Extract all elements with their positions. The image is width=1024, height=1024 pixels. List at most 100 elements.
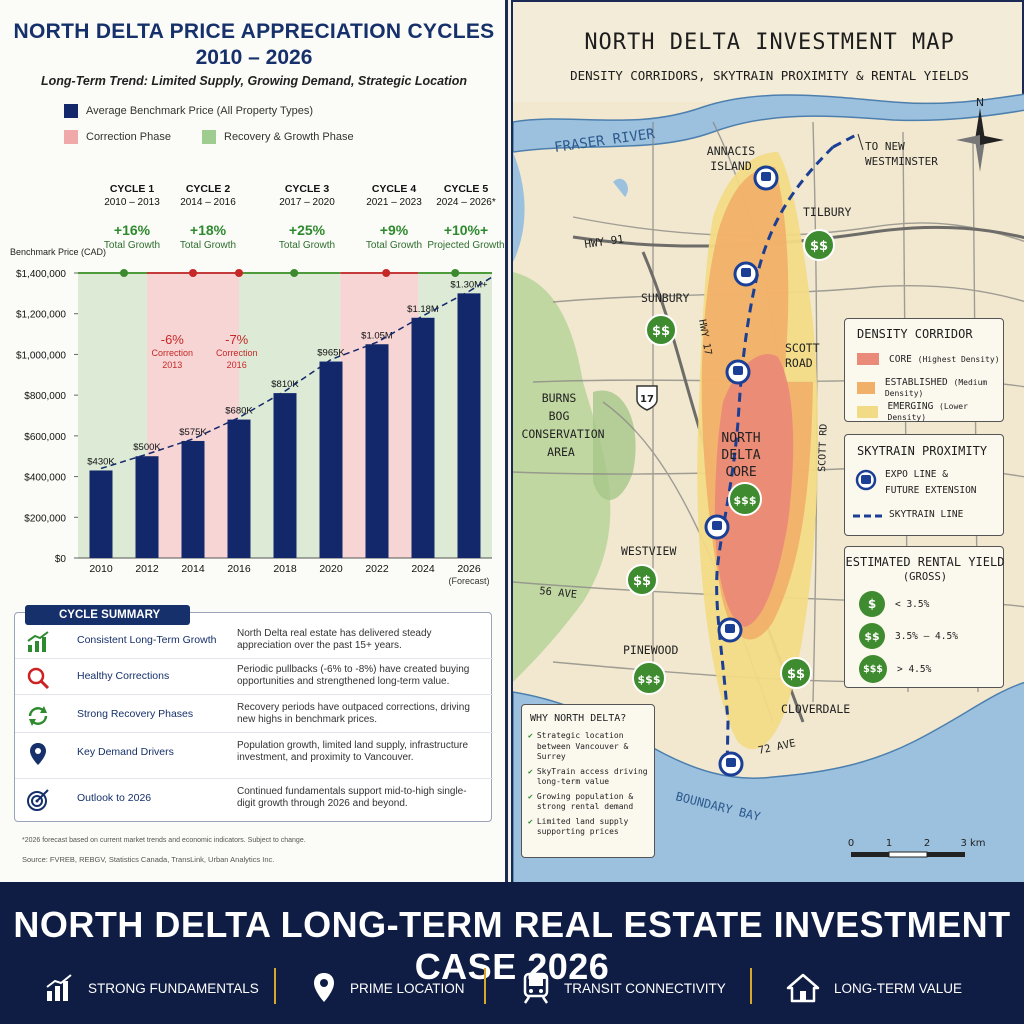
hwy-91 [572,225,1024,248]
skytrain-line [715,145,835,773]
yield-item-high: $$$ > 4.5% [859,655,931,683]
x-tick-label: 2020 [319,563,343,575]
map-subtitle: DENSITY CORRIDORS, SKYTRAIN PROXIMITY & … [570,68,969,83]
x-tick-label: 2026 [457,563,481,575]
skytrain-north-extension [832,132,859,149]
y-tick-label: $1,000,000 [16,350,66,361]
pond [613,178,628,197]
summary-desc: North Delta real estate has delivered st… [237,628,432,651]
cycle-range: 2010 – 2013 [104,197,160,208]
train-icon [523,972,549,1004]
legend-avg: Average Benchmark Price (All Property Ty… [64,104,313,118]
correction-label: Correction [152,348,194,358]
target-icon [27,789,49,811]
summary-row: Consistent Long-Term Growth North Delta … [15,623,493,659]
burns-bog-area [513,272,611,682]
why-north-delta: WHY NORTH DELTA? ✔ Strategic location bet… [521,704,655,858]
house-icon [786,973,820,1003]
check-icon: ✔ [528,766,533,776]
cycle-range: 2014 – 2016 [180,197,236,208]
correction-pct: -6% [161,332,185,347]
magnifier-icon [27,667,50,690]
phase-marker-dot [120,269,128,277]
summary-title: CYCLE SUMMARY [25,605,191,625]
yield-badge [728,482,762,516]
scott-road-label: SCOTT [785,341,820,355]
compass-icon [956,108,1004,172]
established-swatch [857,382,875,394]
legend-recovery-swatch [202,130,216,144]
bar-value-label: $1.30M+ [450,279,488,290]
x-tick-label: 2010 [89,563,113,575]
density-item-core: CORE (Highest Density) [857,353,1000,365]
banner-divider [484,968,486,1004]
rental-yield-title: ESTIMATED RENTAL YIELD [845,555,1005,569]
x-tick-label: 2012 [135,563,159,575]
cycle-pct: +18% [189,222,227,238]
footnote: *2026 forecast based on current market t… [22,837,306,844]
yield-badge [632,661,666,695]
density-item-established: ESTABLISHED (Medium Density) [857,377,1003,399]
banner-item-label: LONG-TERM VALUE [834,980,963,996]
legend-recovery: Recovery & Growth Phase [202,130,354,144]
skytrain-stations [704,165,779,777]
north-delta-core-label-3: CORE [725,465,756,480]
summary-head: Outlook to 2026 [77,792,152,804]
yield-badge-symbol: $$ [633,574,651,589]
burns-bog-label-4: AREA [547,445,575,459]
yield-badge-icon: $$$ [859,655,887,683]
density-legend: DENSITY CORRIDOR CORE (Highest Density) … [844,318,1004,422]
phase-marker-dot [382,269,391,277]
map-title: NORTH DELTA INVESTMENT MAP [584,30,955,55]
cycle-pct: +10%+ [443,222,489,238]
scale-label: 3 km [960,838,985,849]
cycle-5: CYCLE 5 2024 – 2026* +10%+ Projected Gro… [416,183,516,251]
density-item-emerging: EMERGING (Lower Density) [857,401,1003,423]
scale-bar: 0 1 2 3 km [848,838,986,858]
y-tick-label: $200,000 [24,513,66,524]
cycle-pct: +16% [113,222,151,238]
density-item-note: (Medium Density) [884,378,988,398]
bar-value-label: $575K [179,427,207,438]
summary-row: Strong Recovery Phases Recovery periods … [15,697,493,733]
x-tick-label: 2024 [411,563,435,575]
compass-north-label: N [976,96,984,109]
investment-map-panel: $$ $$ $$$ $$ $$$ $$ 17 N FRASER RIVER AN… [511,0,1024,884]
cycle-name: CYCLE 1 [109,183,155,195]
y-tick-label: $800,000 [24,391,66,402]
yield-item-low: $ < 3.5% [859,591,929,617]
price-bar [457,293,481,558]
y-tick-label: $400,000 [24,473,66,484]
yield-badge-symbol: $$$ [638,673,661,686]
phase-marker-dot [451,269,460,277]
yield-item-label: 3.5% – 4.5% [895,630,958,642]
cycle-3: CYCLE 3 2017 – 2020 +25% Total Growth [257,183,357,251]
cycle-range: 2017 – 2020 [279,197,335,208]
cycle-2: CYCLE 2 2014 – 2016 +18% Total Growth [158,183,258,251]
yield-item-label: > 4.5% [897,663,932,675]
summary-desc: Periodic pullbacks (-6% to -8%) have cre… [237,664,470,687]
source-note: Source: FVREB, REBGV, Statistics Canada,… [22,855,275,864]
future-extension-label: FUTURE EXTENSION [885,485,977,496]
56-ave-label: 56 AVE [539,585,578,601]
annacis-label: ANNACIS [707,144,756,158]
scale-label: 2 [924,838,930,849]
cycle-4: CYCLE 4 2021 – 2023 +9% Total Growth [344,183,444,251]
summary-head: Key Demand Drivers [77,746,174,758]
y-tick-label: $0 [55,554,67,565]
cycle-growth-label: Projected Growth [427,240,505,251]
map-yield-badges: $$ $$ $$$ $$ $$$ $$ [626,229,835,695]
scale-label: 0 [848,838,854,849]
station-icon [855,469,877,491]
correction-label: Correction [216,348,258,358]
legend-correction: Correction Phase [64,130,171,144]
chart-title: NORTH DELTA PRICE APPRECIATION CYCLES [13,20,495,43]
legend-correction-swatch [64,130,78,144]
bar-value-label: $500K [133,442,161,453]
bar-chart-icon [46,974,72,1001]
banner-item-transit: TRANSIT CONNECTIVITY [522,970,726,1006]
summary-row: Healthy Corrections Periodic pullbacks (… [15,659,493,695]
cycle-name: CYCLE 4 [371,183,417,195]
cloverdale-label: CLOVERDALE [781,702,850,716]
skytrain-line-label: SKYTRAIN LINE [889,509,964,520]
